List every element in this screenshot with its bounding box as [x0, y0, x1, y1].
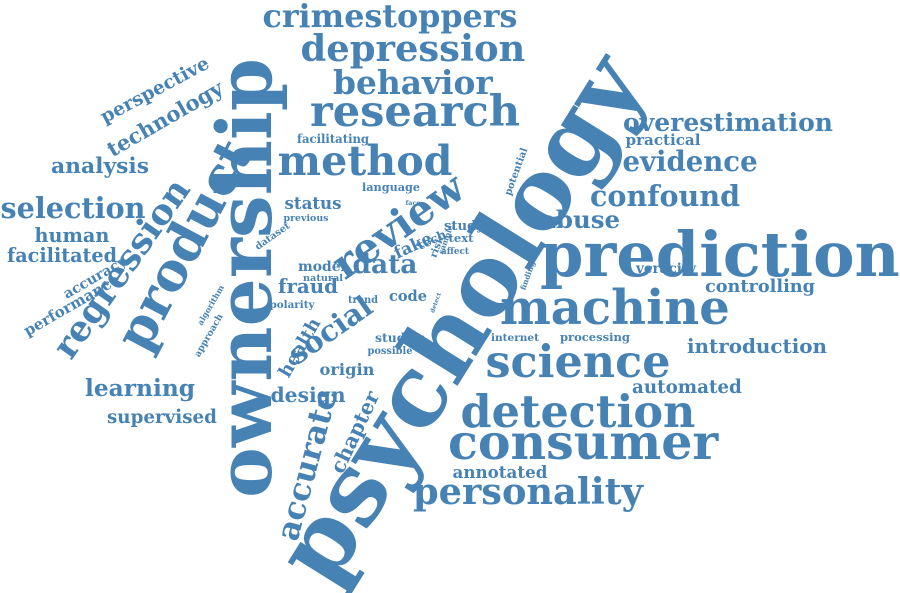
word-personality: personality	[413, 469, 643, 513]
word-possible: possible	[367, 346, 413, 357]
word-selection: selection	[0, 190, 146, 225]
word-automated: automated	[632, 377, 742, 398]
word-studies: studies	[375, 330, 426, 345]
word-consumer: consumer	[448, 412, 719, 471]
word-confound: confound	[590, 178, 741, 213]
word-processing: processing	[560, 330, 630, 344]
word-facilitating: facilitating	[297, 132, 370, 146]
word-fraud: fraud	[278, 274, 338, 298]
word-depression: depression	[300, 25, 526, 70]
word-behavior: behavior	[333, 62, 493, 102]
word-machine: machine	[500, 280, 730, 336]
word-veracity: veracity	[636, 261, 696, 277]
word-affect: affect	[441, 246, 469, 257]
word-trend: trend	[348, 295, 378, 306]
word-research: research	[310, 86, 521, 137]
word-method: method	[277, 135, 453, 185]
word-annotated: annotated	[452, 461, 548, 482]
word-supervised: supervised	[107, 407, 217, 428]
word-controlling: controlling	[705, 276, 816, 297]
word-detection: detection	[460, 385, 696, 438]
word-evidence: evidence	[622, 146, 758, 178]
word-overestimation: overestimation	[623, 106, 833, 137]
word-text: text	[448, 231, 474, 245]
word-code: code	[389, 287, 427, 305]
word-internet: internet	[491, 331, 539, 344]
word-crimestoppers: crimestoppers	[262, 0, 518, 35]
word-abuse: abuse	[540, 205, 621, 234]
word-status: status	[284, 192, 342, 213]
word-face: face	[405, 199, 421, 207]
word-origin: origin	[319, 360, 375, 379]
word-ownership: ownership	[199, 58, 289, 498]
word-prediction: prediction	[540, 218, 900, 291]
word-practical: practical	[625, 130, 701, 149]
word-polarity: polarity	[269, 299, 315, 311]
word-facilitated: facilitated	[7, 243, 118, 267]
word-model: model	[298, 259, 346, 275]
word-introduction: introduction	[687, 334, 828, 358]
word-language: language	[362, 179, 421, 194]
word-analysis: analysis	[51, 154, 150, 179]
word-design: design	[270, 383, 346, 407]
word-science: science	[485, 336, 671, 388]
word-previous: previous	[283, 212, 329, 224]
word-learning: learning	[85, 374, 196, 402]
word-data: data	[352, 249, 418, 280]
word-natural: natural	[303, 273, 343, 284]
word-human: human	[34, 223, 110, 247]
word-study: study	[444, 218, 484, 234]
